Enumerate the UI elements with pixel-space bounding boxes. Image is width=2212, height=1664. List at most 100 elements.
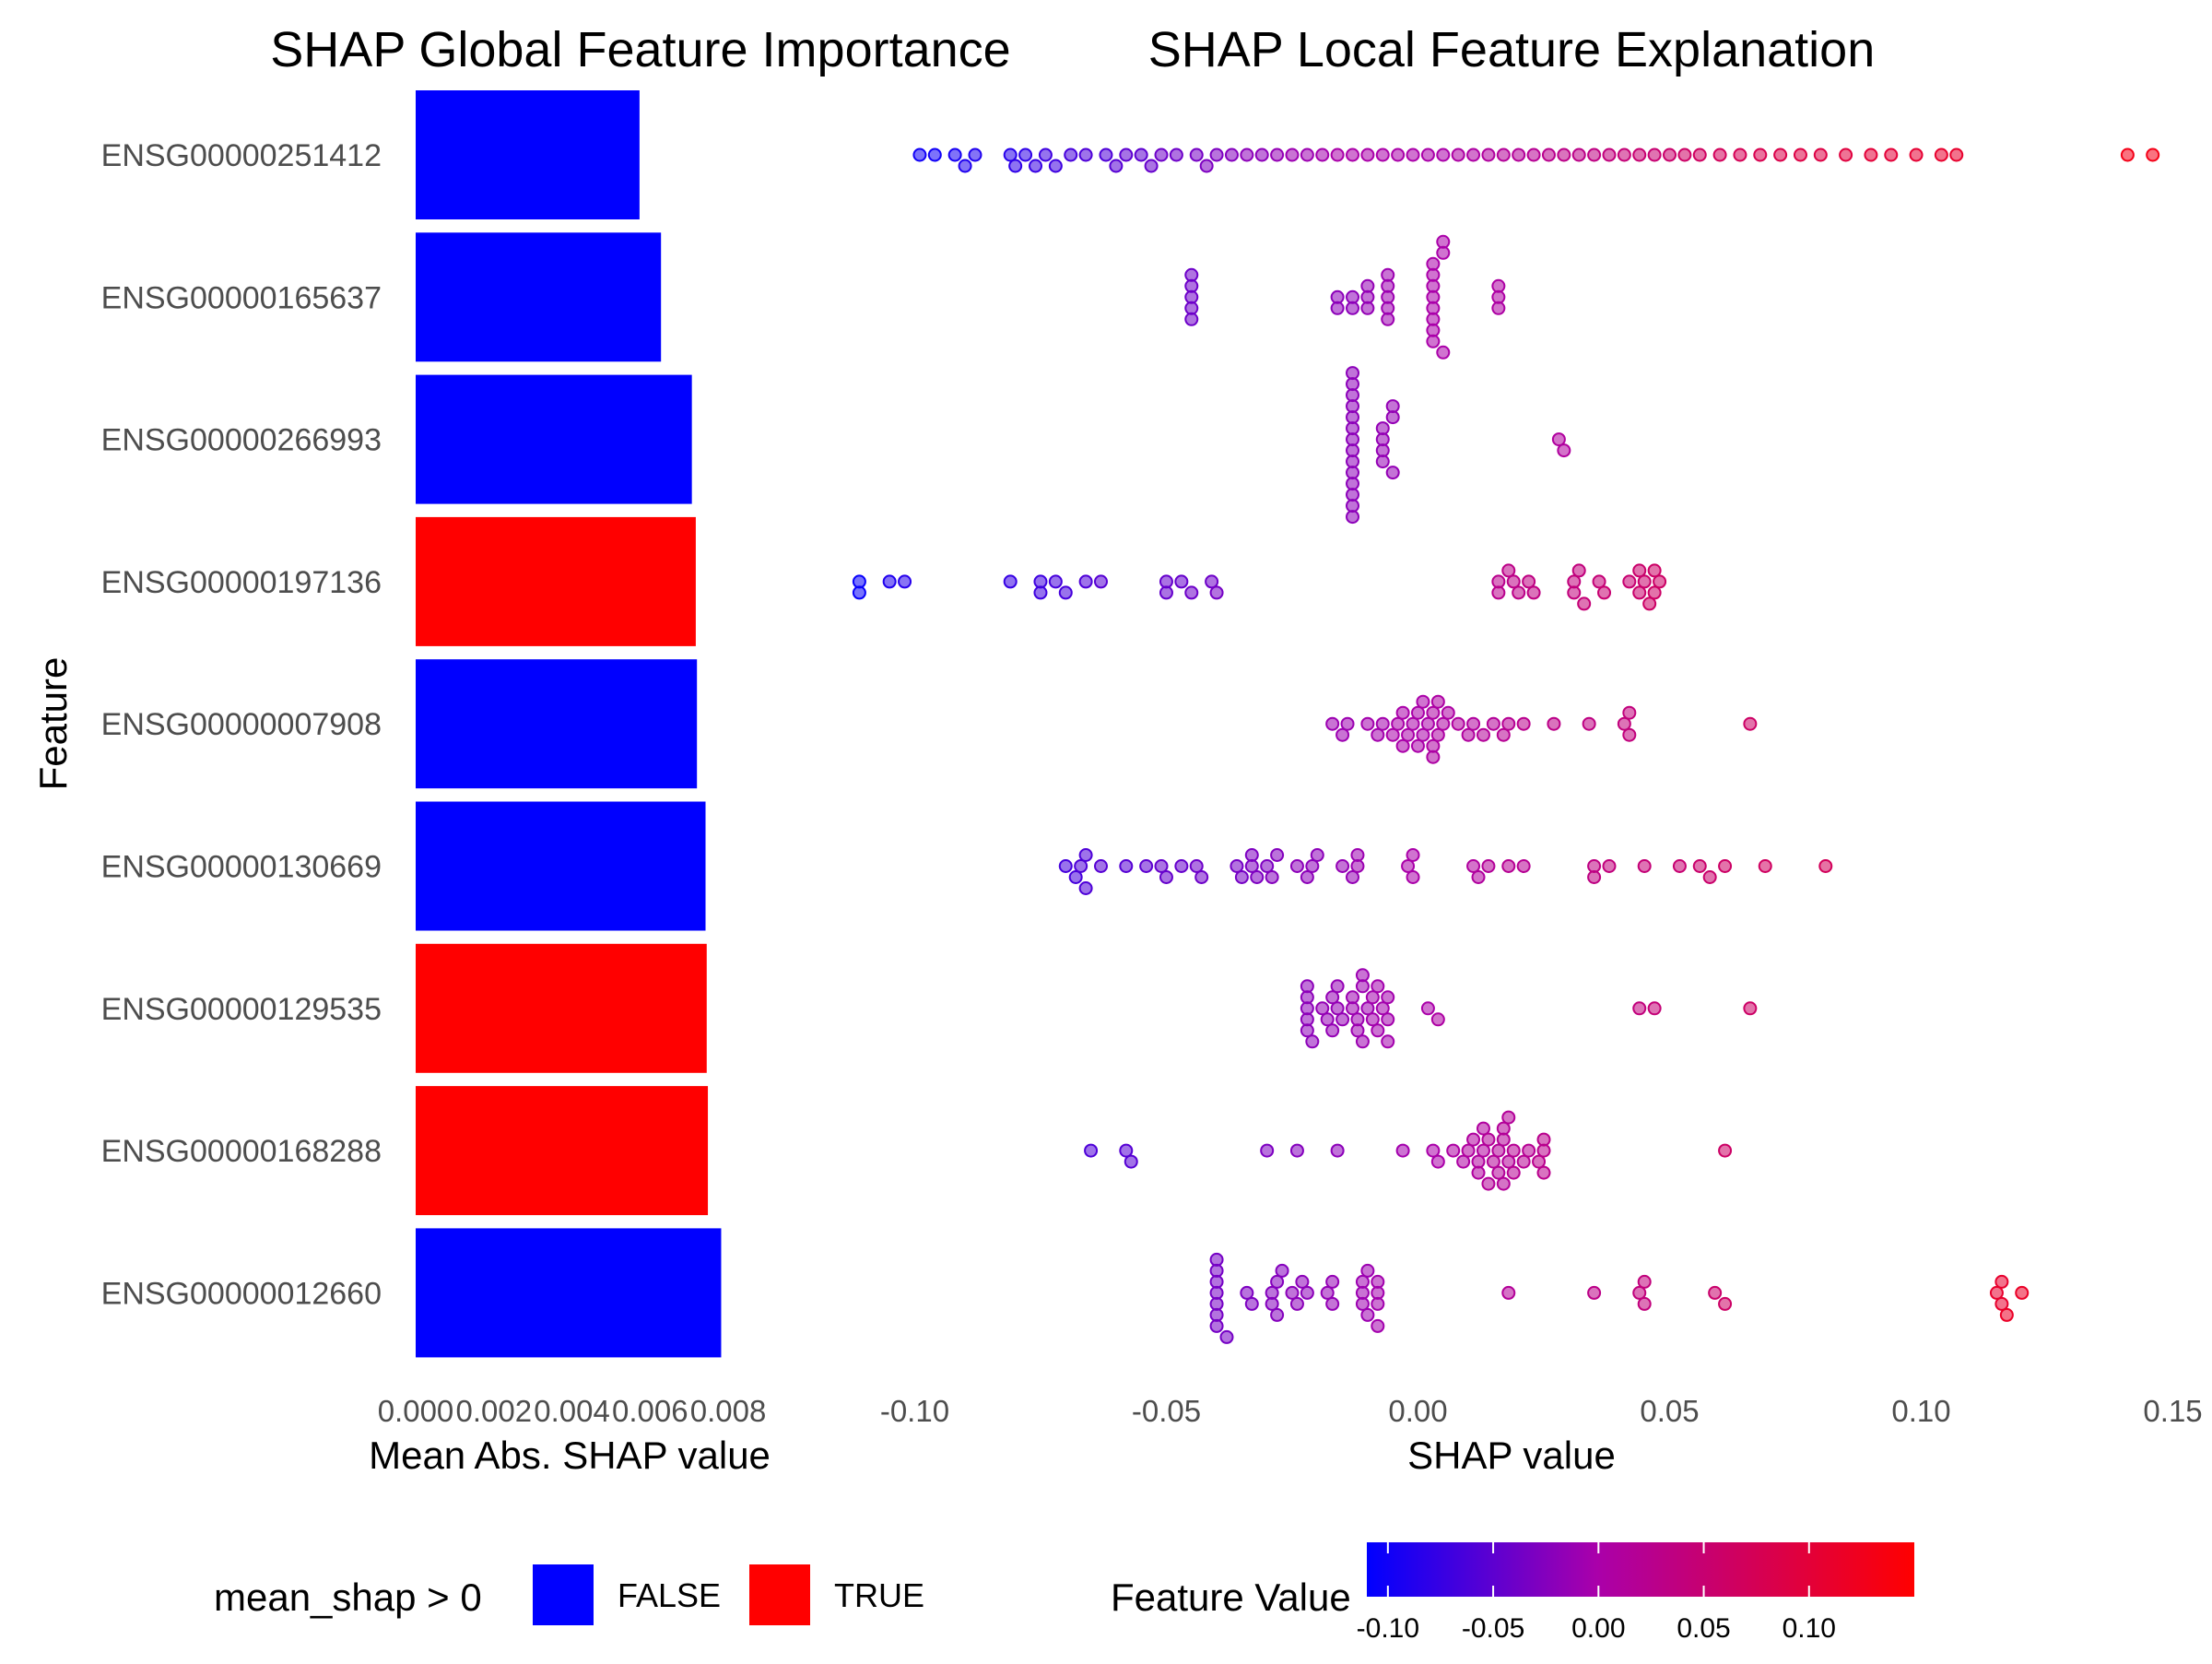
scatter-point [1702,870,1717,884]
scatter-point [1375,454,1390,469]
colorbar-title: Feature Value [1111,1575,1351,1619]
bar-series [416,90,722,1358]
scatter-point [1325,1274,1340,1289]
scatter-point [1209,585,1224,600]
scatter-point [1381,1012,1395,1027]
scatter-point [1244,1296,1259,1311]
colorbar-tick-label: 0.05 [1677,1613,1730,1644]
scatter-point [1355,1034,1370,1049]
scatter-point [1300,148,1314,162]
scatter-point [1330,1001,1345,1016]
scatter-point [1481,148,1496,162]
scatter-point [1189,148,1204,162]
scatter-point [1632,585,1647,600]
scatter-point [1240,148,1254,162]
scatter-point [2146,148,2160,162]
scatter-point [1430,694,1445,709]
scatter-point [1360,1001,1375,1016]
scatter-point [1360,1307,1375,1322]
scatter-point [1637,1296,1652,1311]
bar-legend: mean_shap > 0 FALSE TRUE [214,1564,924,1625]
scatter-point [882,574,897,589]
scatter-point [1466,859,1481,873]
scatter-point [1078,148,1093,162]
scatter-point [1346,366,1360,381]
scatter-point [1481,1176,1496,1191]
scatter-point [1305,1034,1320,1049]
scatter-point [1677,148,1692,162]
scatter-point [1743,1001,1758,1016]
scatter-point [1099,148,1113,162]
scatter-point [1360,301,1375,315]
scatter-point [1426,705,1441,720]
scatter-point [1773,148,1788,162]
bar [416,801,706,931]
scatter-point [1381,990,1395,1005]
scatter-point [1622,705,1637,720]
scatter-point [1285,1285,1300,1300]
scatter-point [1371,1296,1385,1311]
scatter-x-tick-label: -0.10 [880,1394,949,1428]
scatter-point [1672,859,1687,873]
scatter-point [1516,716,1531,731]
scatter-point [1184,312,1199,326]
scatter-point [1516,1154,1531,1169]
scatter-point [1839,148,1853,162]
scatter-point [1410,738,1425,753]
feature-labels: ENSG00000251412 ENSG00000165637 ENSG000002… [101,138,382,1311]
scatter-point [1617,716,1631,731]
scatter-point [1325,1296,1340,1311]
scatter-point [1934,148,1948,162]
scatter-point [1743,716,1758,731]
scatter-point [1048,159,1063,173]
scatter-point [1692,148,1707,162]
scatter-point [1330,979,1345,994]
scatter-point [1033,585,1048,600]
scatter-x-tick-label: -0.05 [1132,1394,1201,1428]
scatter-point [1410,705,1425,720]
scatter-point [1536,1132,1551,1147]
scatter-point [1536,1165,1551,1180]
scatter-point [1451,148,1465,162]
scatter-point [1456,1154,1471,1169]
scatter-point [1300,1023,1314,1038]
scatter-point [1466,1132,1481,1147]
scatter-point [1270,148,1285,162]
feature-label: ENSG00000251412 [101,138,382,173]
scatter-point [1119,859,1134,873]
scatter-point [1270,1274,1285,1289]
scatter-point [1144,159,1159,173]
scatter-point [1813,148,1828,162]
scatter-point [1346,510,1360,525]
scatter-point [1526,585,1541,600]
legend-swatch-true [749,1564,810,1625]
scatter-point [1395,738,1410,753]
scatter-point [1647,1001,1662,1016]
scatter-point [1496,1176,1511,1191]
scatter-point [1381,1034,1395,1049]
scatter-point [1355,968,1370,983]
scatter-point [1647,585,1662,600]
scatter-point [1522,1143,1536,1158]
scatter-point [1426,749,1441,764]
scatter-point [1340,716,1355,731]
scatter-point [1310,848,1324,862]
scatter-point [1335,859,1350,873]
scatter-point [1632,1001,1647,1016]
scatter-point [1557,148,1571,162]
scatter-point [1315,148,1330,162]
scatter-point [1476,727,1490,742]
scatter-point [1571,148,1586,162]
scatter-point [1632,1285,1647,1300]
bar [416,1228,722,1358]
scatter-point [1522,574,1536,589]
scatter-point [1441,705,1455,720]
scatter-point [1758,859,1772,873]
scatter-point [1199,159,1214,173]
bar-x-tick-label: 0.006 [612,1394,688,1428]
scatter-point [1250,870,1265,884]
scatter-point [1491,1165,1506,1180]
feature-label: ENSG00000012660 [101,1276,382,1311]
scatter-point [1637,574,1652,589]
